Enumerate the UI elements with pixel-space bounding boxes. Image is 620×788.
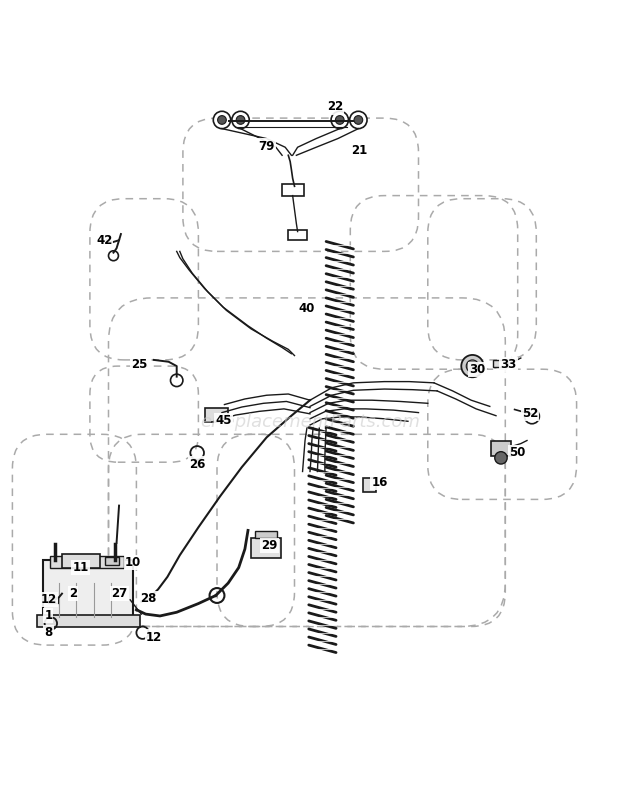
FancyBboxPatch shape [363, 478, 376, 492]
Circle shape [218, 116, 226, 125]
Circle shape [232, 111, 249, 128]
FancyBboxPatch shape [105, 557, 119, 564]
FancyBboxPatch shape [255, 531, 277, 538]
FancyBboxPatch shape [205, 408, 228, 422]
Circle shape [335, 116, 344, 125]
FancyBboxPatch shape [288, 230, 307, 240]
Text: 10: 10 [125, 556, 141, 569]
Text: 16: 16 [371, 475, 388, 489]
Circle shape [461, 355, 484, 377]
Text: 1: 1 [44, 609, 53, 622]
Text: 30: 30 [469, 362, 485, 376]
Text: 79: 79 [259, 139, 275, 153]
Circle shape [350, 111, 367, 128]
Text: 42: 42 [96, 234, 112, 247]
FancyBboxPatch shape [50, 556, 124, 567]
FancyBboxPatch shape [62, 554, 100, 567]
Circle shape [495, 452, 507, 464]
Text: 52: 52 [522, 407, 538, 420]
Text: 11: 11 [73, 561, 89, 574]
Text: 45: 45 [215, 414, 231, 427]
Text: eReplacementParts.com: eReplacementParts.com [200, 413, 420, 431]
FancyBboxPatch shape [48, 597, 58, 603]
FancyBboxPatch shape [43, 559, 133, 619]
Text: 12: 12 [146, 630, 162, 644]
Text: 29: 29 [262, 540, 278, 552]
Text: 28: 28 [141, 592, 157, 605]
FancyBboxPatch shape [493, 360, 508, 367]
Text: 50: 50 [510, 446, 526, 459]
FancyBboxPatch shape [251, 538, 281, 559]
Circle shape [466, 360, 479, 372]
Text: 26: 26 [189, 458, 205, 470]
Text: 8: 8 [44, 626, 53, 639]
Circle shape [236, 116, 245, 125]
Text: 22: 22 [327, 100, 343, 113]
Text: 21: 21 [352, 144, 368, 157]
FancyBboxPatch shape [282, 184, 304, 195]
Circle shape [354, 116, 363, 125]
Circle shape [525, 409, 539, 424]
Circle shape [331, 111, 348, 128]
Text: 2: 2 [69, 587, 78, 600]
Text: 33: 33 [500, 358, 516, 370]
Text: 27: 27 [112, 587, 128, 600]
Text: 40: 40 [299, 302, 315, 315]
Text: 25: 25 [131, 358, 148, 370]
FancyBboxPatch shape [491, 440, 511, 456]
FancyBboxPatch shape [37, 615, 140, 626]
Text: 12: 12 [40, 593, 56, 606]
Circle shape [213, 111, 231, 128]
